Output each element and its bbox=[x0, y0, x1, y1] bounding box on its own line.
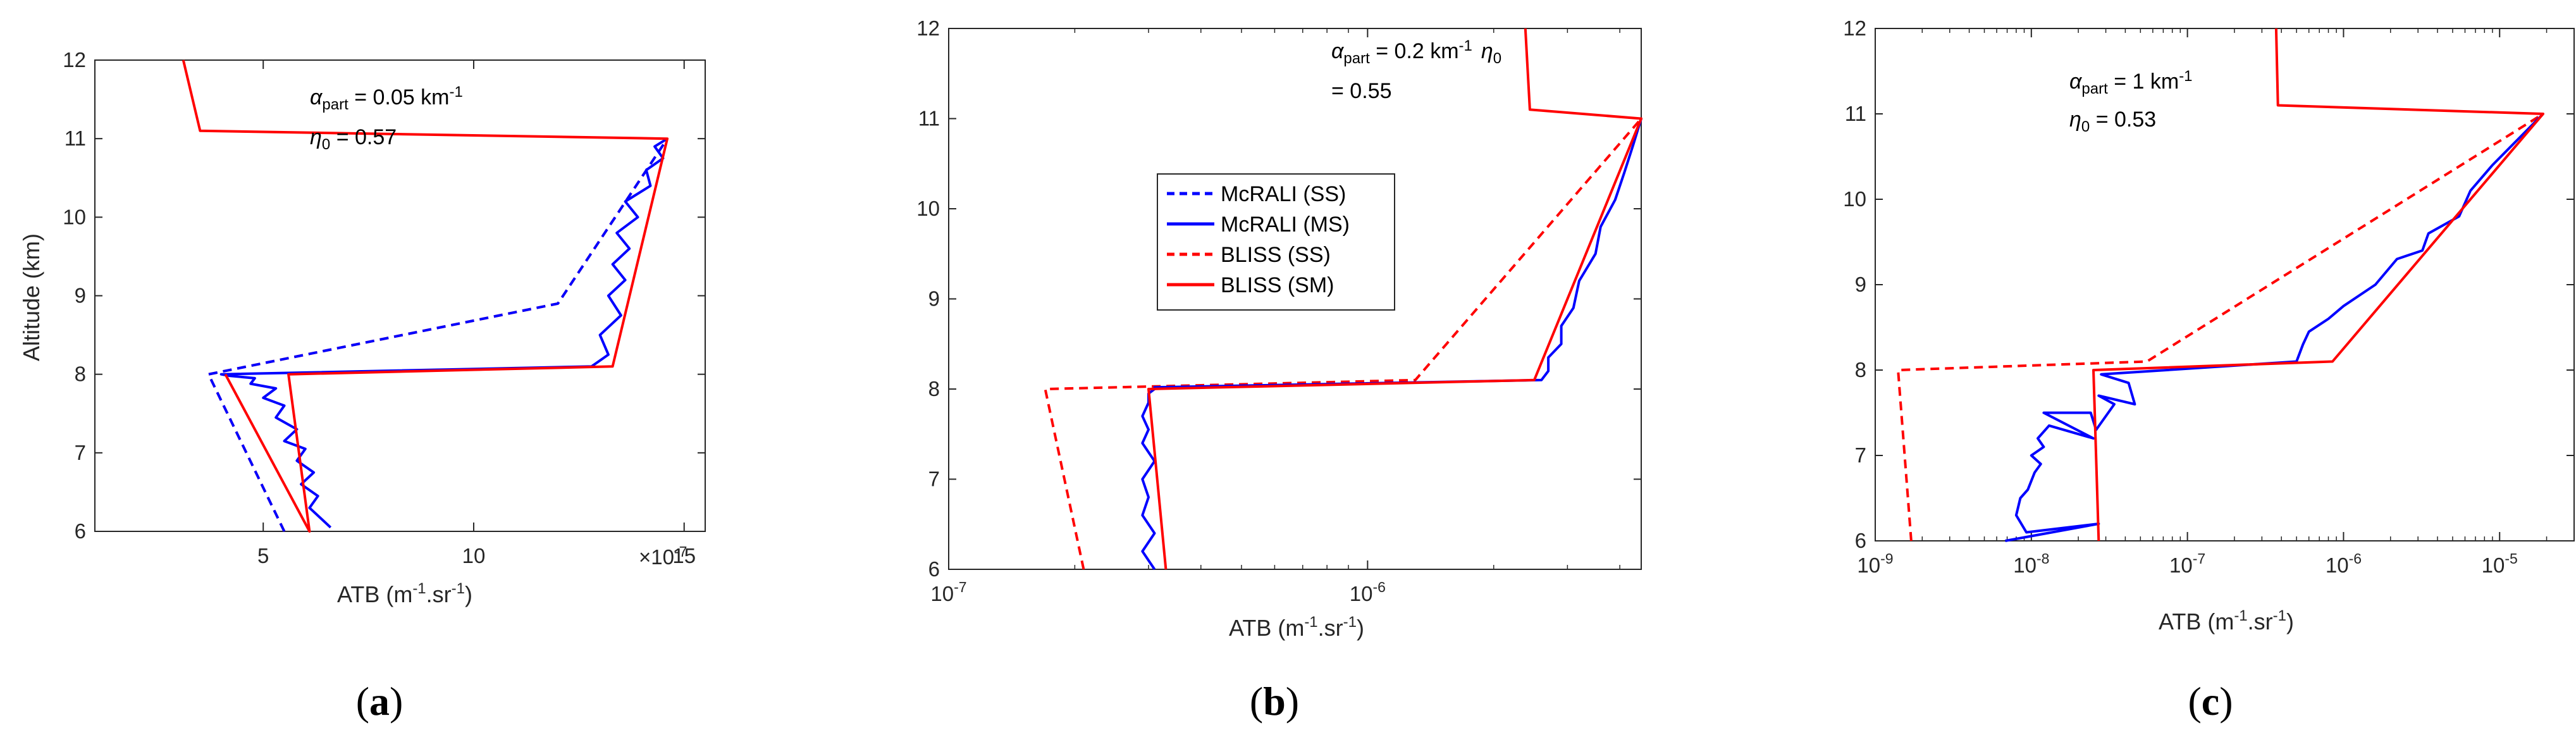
axis-ticks-b: 6 7 8 9 10 11 12 10-7 10-6 bbox=[916, 16, 1641, 605]
x-tick-label: 10-7 bbox=[2169, 550, 2205, 577]
y-tick-label: 7 bbox=[75, 441, 86, 464]
y-tick-label: 7 bbox=[928, 467, 940, 491]
annotation-alpha-c: αpart = 1 km-1 bbox=[2069, 68, 2193, 97]
panel-c: 6 7 8 9 10 11 12 10-9 10-8 10-7 10-6 10-5 ATB (m-1.… bbox=[1843, 16, 2575, 724]
y-tick-label: 12 bbox=[63, 48, 86, 71]
x-tick-label: 10-5 bbox=[2482, 550, 2518, 577]
y-tick-label: 6 bbox=[75, 519, 86, 543]
y-tick-label: 11 bbox=[1845, 102, 1866, 125]
y-tick-label: 8 bbox=[75, 362, 86, 386]
y-tick-label: 8 bbox=[1855, 358, 1866, 381]
caption-a: (a) bbox=[356, 679, 404, 724]
y-tick-label: 8 bbox=[928, 377, 940, 400]
x-tick-label: 10 bbox=[462, 544, 486, 567]
x-tick-label: 10-9 bbox=[1857, 550, 1893, 577]
x-tick-label: 10-8 bbox=[2013, 550, 2049, 577]
axis-ticks-c: 6 7 8 9 10 11 12 10-9 10-8 10-7 10-6 10-5 bbox=[1843, 16, 2574, 577]
x-multiplier-a: ×10-7 bbox=[639, 543, 687, 569]
legend-label-bliss-sm: BLISS (SM) bbox=[1221, 273, 1334, 297]
plot-frame-c bbox=[1875, 28, 2575, 541]
y-tick-label: 9 bbox=[75, 284, 86, 307]
panel-a: 6 7 8 9 10 11 12 5 10 15 Altitude (km) ATB (m-1.s… bbox=[18, 48, 706, 724]
series-mcrali-ms bbox=[2005, 113, 2544, 542]
series-bliss-sm bbox=[1147, 28, 1642, 570]
legend-label-mcrali-ss: McRALI (SS) bbox=[1221, 182, 1346, 206]
series-bliss-sm bbox=[2092, 28, 2544, 541]
legend-label-mcrali-ms: McRALI (MS) bbox=[1221, 213, 1350, 237]
caption-c: (c) bbox=[2188, 679, 2233, 724]
y-tick-label: 10 bbox=[1843, 187, 1866, 211]
caption-b: (b) bbox=[1250, 679, 1299, 724]
legend-box bbox=[1157, 173, 1395, 311]
x-axis-label-c: ATB (m-1.sr-1) bbox=[2159, 607, 2294, 634]
y-tick-label: 11 bbox=[918, 107, 940, 130]
annotation-eta-b: = 0.55 bbox=[1331, 79, 1391, 103]
panel-b: 6 7 8 9 10 11 12 10-7 10-6 ATB (m-1.sr-1) αpart … bbox=[916, 16, 1642, 724]
series-group-b bbox=[1044, 28, 1642, 571]
annotation-alpha-a: αpart = 0.05 km-1 bbox=[310, 84, 463, 113]
x-tick-label: 10-7 bbox=[930, 579, 966, 605]
series-mcrali-ms bbox=[1141, 118, 1642, 571]
axis-ticks-a: 6 7 8 9 10 11 12 5 10 15 bbox=[63, 48, 705, 567]
plot-frame-a bbox=[94, 59, 706, 532]
x-tick-label: 10-6 bbox=[1350, 579, 1386, 605]
annotation-eta-a: η0 = 0.57 bbox=[310, 125, 397, 153]
series-group-c bbox=[1897, 28, 2544, 542]
y-tick-label: 9 bbox=[1855, 273, 1866, 296]
y-tick-label: 9 bbox=[928, 287, 940, 311]
y-tick-label: 7 bbox=[1855, 443, 1866, 467]
y-tick-label: 10 bbox=[916, 197, 940, 220]
y-tick-label: 10 bbox=[63, 205, 86, 228]
y-tick-label: 12 bbox=[916, 16, 940, 40]
y-tick-label: 12 bbox=[1843, 16, 1866, 40]
y-tick-label: 11 bbox=[65, 127, 86, 150]
x-tick-label: 5 bbox=[257, 544, 269, 567]
series-mcrali-ss bbox=[207, 138, 669, 532]
annotation-alpha-b: αpart = 0.2 km-1 η0 bbox=[1331, 37, 1501, 67]
series-group-a bbox=[182, 59, 669, 533]
y-axis-label-a: Altitude (km) bbox=[18, 233, 44, 361]
series-bliss-ss bbox=[1897, 113, 2544, 541]
y-tick-label: 6 bbox=[928, 557, 940, 581]
legend-label-bliss-ss: BLISS (SS) bbox=[1221, 243, 1331, 267]
series-bliss-sm bbox=[182, 59, 669, 533]
y-tick-label: 6 bbox=[1855, 529, 1866, 552]
legend: McRALI (SS) McRALI (MS) BLISS (SS) BLISS… bbox=[1157, 173, 1395, 311]
x-axis-label-a: ATB (m-1.sr-1) bbox=[337, 580, 472, 607]
x-tick-label: 15 bbox=[672, 544, 696, 567]
x-tick-label: 10-6 bbox=[2326, 550, 2362, 577]
annotation-eta-c: η0 = 0.53 bbox=[2069, 108, 2156, 135]
x-axis-label-b: ATB (m-1.sr-1) bbox=[1229, 614, 1364, 641]
series-bliss-ss bbox=[1044, 118, 1642, 570]
